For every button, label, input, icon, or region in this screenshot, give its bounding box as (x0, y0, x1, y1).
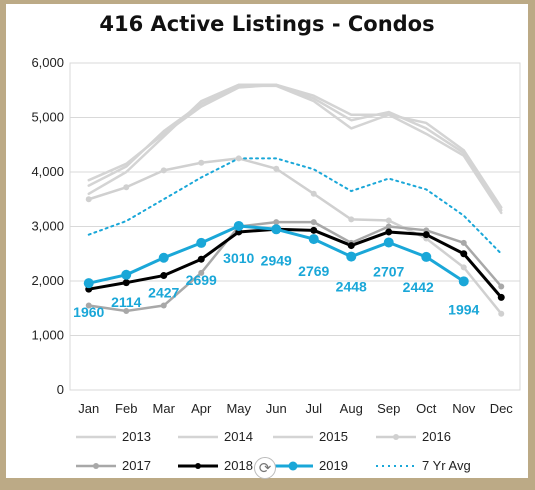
data-point-2017 (198, 269, 205, 276)
chart-frame: 416 Active Listings - Condos 0 1,000 2,000… (6, 4, 528, 479)
chart-title: 416 Active Listings - Condos (99, 12, 435, 36)
y-tick-label: 3,000 (31, 219, 64, 234)
data-point-2019 (383, 237, 394, 248)
data-label: 3010 (223, 250, 254, 266)
data-point-2018 (197, 255, 205, 263)
legend-label: 2016 (422, 429, 451, 444)
data-point-2017 (385, 223, 392, 230)
data-point-2017 (310, 219, 317, 226)
data-point-2018 (422, 231, 430, 239)
data-point-2016 (123, 184, 130, 191)
legend-label: 2017 (122, 458, 151, 473)
data-point-2016 (310, 190, 317, 197)
data-point-2016 (85, 196, 92, 203)
legend-label: 2014 (224, 429, 253, 444)
data-point-2018 (310, 226, 318, 234)
y-tick-label: 0 (57, 382, 64, 397)
data-label: 2707 (373, 263, 404, 279)
series-line-7-yr-avg (87, 157, 503, 255)
x-tick-label: Jan (78, 401, 99, 416)
data-label: 2699 (186, 272, 217, 288)
data-label: 2114 (111, 294, 142, 310)
data-point-2018 (497, 293, 505, 301)
data-point-2016 (235, 155, 242, 162)
series-line-2014 (87, 84, 503, 215)
refresh-icon[interactable]: ⟳ (254, 457, 276, 479)
data-point-2019 (271, 224, 282, 235)
x-tick-label: Feb (115, 401, 137, 416)
line-chart: 0 1,000 2,000 3,000 4,000 5,000 6,000 Jan Feb Mar… (31, 55, 521, 473)
series-line-2013 (87, 83, 503, 212)
data-point-2019 (121, 269, 132, 280)
data-point-2018 (460, 250, 468, 258)
series-line-2016 (87, 157, 503, 315)
data-point-2017 (160, 302, 167, 309)
data-point-2018 (385, 228, 393, 236)
data-point-2019 (83, 278, 94, 289)
data-point-2016 (198, 159, 205, 166)
y-tick-label: 4,000 (31, 164, 64, 179)
legend-marker (393, 434, 399, 440)
data-label: 2769 (298, 263, 329, 279)
data-label: 1994 (448, 301, 479, 317)
legend-label: 2013 (122, 429, 151, 444)
data-point-2019 (158, 252, 169, 263)
data-point-2016 (460, 264, 467, 271)
x-tick-label: Sep (377, 401, 400, 416)
data-point-2017 (85, 302, 92, 309)
data-point-2017 (273, 219, 280, 226)
data-point-2019 (308, 234, 319, 245)
series-line-2017 (87, 220, 503, 313)
data-point-2019 (458, 276, 469, 287)
y-tick-label: 6,000 (31, 55, 64, 70)
data-point-2016 (273, 165, 280, 172)
legend-marker (93, 463, 99, 469)
legend-marker (288, 461, 298, 471)
y-tick-label: 2,000 (31, 273, 64, 288)
data-label: 2427 (148, 285, 179, 301)
data-point-2019 (196, 237, 207, 248)
series-line-2018 (87, 227, 503, 299)
legend-label: 2019 (319, 458, 348, 473)
data-point-2016 (348, 216, 355, 223)
x-tick-label: Aug (340, 401, 363, 416)
x-tick-label: Dec (490, 401, 514, 416)
data-point-2016 (385, 217, 392, 224)
x-tick-label: Jul (305, 401, 322, 416)
legend-label: 2015 (319, 429, 348, 444)
data-point-2016 (498, 310, 505, 317)
legend-marker (195, 463, 201, 469)
data-point-2018 (347, 242, 355, 250)
data-point-2018 (122, 279, 130, 287)
x-tick-label: Oct (416, 401, 437, 416)
x-tick-label: Apr (191, 401, 212, 416)
data-label: 2448 (336, 279, 367, 295)
y-tick-label: 5,000 (31, 110, 64, 125)
data-point-2019 (233, 220, 244, 231)
data-point-2017 (460, 239, 467, 246)
data-point-2016 (160, 167, 167, 174)
legend-label: 7 Yr Avg (422, 458, 471, 473)
legend-label: 2018 (224, 458, 253, 473)
data-label: 2949 (261, 252, 292, 268)
y-tick-label: 1,000 (31, 328, 64, 343)
data-label: 2442 (403, 279, 434, 295)
data-label: 1960 (73, 304, 104, 320)
data-point-2017 (498, 283, 505, 290)
data-point-2017 (123, 307, 130, 314)
series-line-2015 (87, 83, 503, 209)
x-tick-label: Nov (452, 401, 476, 416)
x-tick-label: Mar (153, 401, 176, 416)
x-tick-label: May (226, 401, 251, 416)
data-point-2019 (421, 251, 432, 262)
data-point-2018 (160, 272, 168, 280)
data-point-2019 (346, 251, 357, 262)
x-tick-label: Jun (266, 401, 287, 416)
